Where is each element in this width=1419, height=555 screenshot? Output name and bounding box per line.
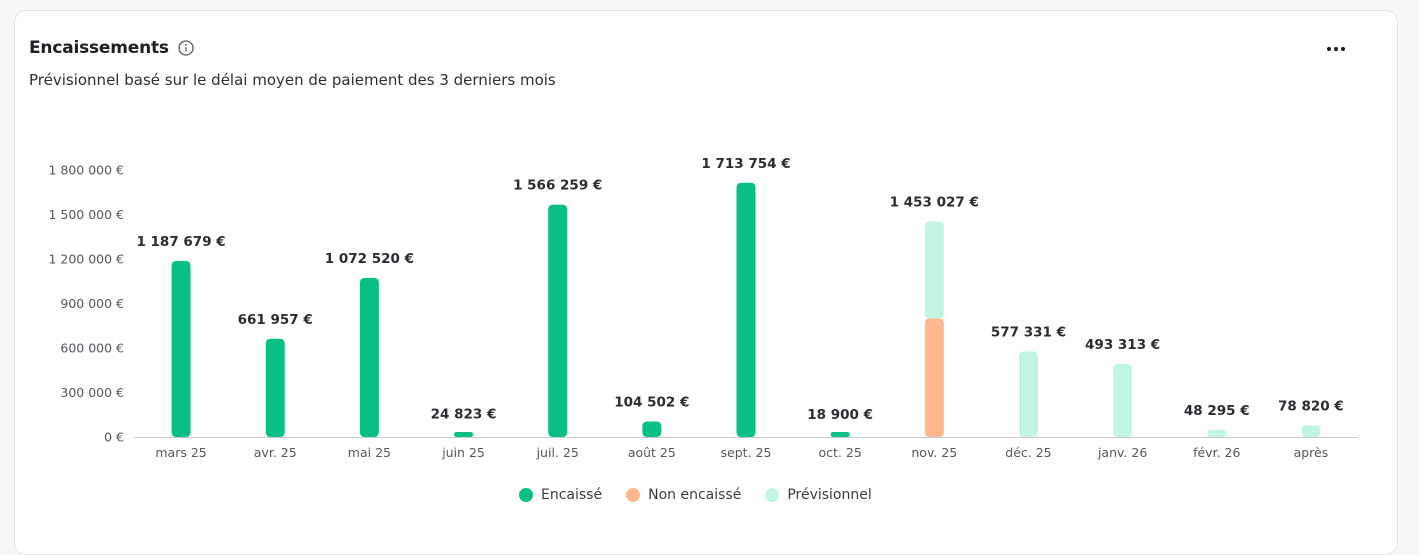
bar-value-label: 577 331 €: [991, 324, 1066, 340]
x-tick-label: oct. 25: [819, 445, 862, 460]
x-tick-label: janv. 26: [1097, 445, 1147, 460]
bar-encaisse: [642, 421, 662, 437]
x-tick-label: déc. 25: [1005, 445, 1051, 460]
x-tick-label: mai 25: [348, 445, 391, 460]
legend-swatch-non-encaisse: [626, 488, 641, 502]
more-options-button[interactable]: [1322, 40, 1350, 58]
info-icon[interactable]: [178, 40, 194, 56]
bar-previsionnel: [1207, 429, 1227, 437]
bar-encaisse: [359, 277, 379, 437]
bar-previsionnel: [1113, 363, 1133, 437]
y-tick-label: 1 200 000 €: [48, 252, 124, 267]
legend-label-encaisse: Encaissé: [541, 487, 603, 503]
chart-area: 0 € 300 000 € 600 000 € 900 000 € 1 200 000 …: [48, 156, 1358, 460]
bar-value-label: 1 453 027 €: [890, 194, 979, 210]
bar-value-label: 1 072 520 €: [325, 251, 414, 267]
bar-value-label: 104 502 €: [614, 394, 689, 410]
bar-encaisse: [830, 432, 850, 437]
y-tick-label: 0 €: [104, 430, 124, 445]
bar-previsionnel: [1018, 351, 1038, 437]
x-tick-label: août 25: [628, 445, 676, 460]
legend-item-encaisse[interactable]: Encaissé: [519, 487, 602, 503]
x-tick-label: sept. 25: [721, 445, 772, 460]
more-horizontal-icon: [1326, 46, 1346, 52]
bar-encaisse: [736, 182, 756, 437]
bar-encaisse: [454, 432, 474, 437]
bar-encaisse: [548, 204, 568, 437]
legend-item-non-encaisse[interactable]: Non encaissé: [626, 487, 741, 503]
chart-legend: Encaissé Non encaissé Prévisionnel: [519, 487, 872, 503]
legend-item-previsionnel[interactable]: Prévisionnel: [765, 487, 872, 503]
card-subtitle: Prévisionnel basé sur le délai moyen de …: [29, 71, 556, 89]
bar-value-label: 24 823 €: [431, 406, 497, 422]
bar-value-label: 1 713 754 €: [701, 156, 790, 172]
bar-value-label: 661 957 €: [238, 312, 313, 328]
bar-encaisse: [265, 338, 285, 437]
legend-label-non-encaisse: Non encaissé: [648, 487, 742, 503]
bar-previsionnel: [1301, 425, 1321, 437]
x-tick-label: après: [1294, 445, 1329, 460]
bar-previsionnel: [924, 221, 944, 319]
legend-swatch-encaisse: [519, 488, 533, 502]
y-tick-label: 300 000 €: [60, 385, 124, 400]
bar-value-label: 48 295 €: [1184, 403, 1250, 419]
bar-encaisse: [171, 260, 191, 437]
card-header: Encaissements: [29, 38, 194, 58]
bar-value-label: 18 900 €: [807, 407, 873, 423]
x-tick-label: mars 25: [155, 445, 206, 460]
bar-value-label: 1 187 679 €: [136, 234, 225, 250]
x-tick-label: févr. 26: [1193, 445, 1240, 460]
y-tick-label: 1 500 000 €: [48, 207, 124, 222]
y-tick-label: 900 000 €: [60, 296, 124, 311]
bar-non-encaisse: [924, 318, 944, 437]
x-tick-label: avr. 25: [254, 445, 297, 460]
y-tick-label: 600 000 €: [60, 341, 124, 356]
x-tick-label: juil. 25: [536, 445, 579, 460]
legend-label-previsionnel: Prévisionnel: [787, 487, 872, 503]
bar-value-label: 493 313 €: [1085, 337, 1160, 353]
encaissements-card: [14, 10, 1398, 555]
x-tick-label: juin 25: [441, 445, 485, 460]
card-title: Encaissements: [29, 38, 169, 58]
legend-swatch-previsionnel: [765, 488, 780, 502]
bar-value-label: 1 566 259 €: [513, 178, 602, 194]
x-tick-label: nov. 25: [911, 445, 957, 460]
bar-value-label: 78 820 €: [1278, 398, 1344, 414]
encaissements-bar-chart: 0 € 300 000 € 600 000 € 900 000 € 1 200 000 …: [48, 156, 1358, 460]
y-tick-label: 1 800 000 €: [48, 163, 124, 178]
